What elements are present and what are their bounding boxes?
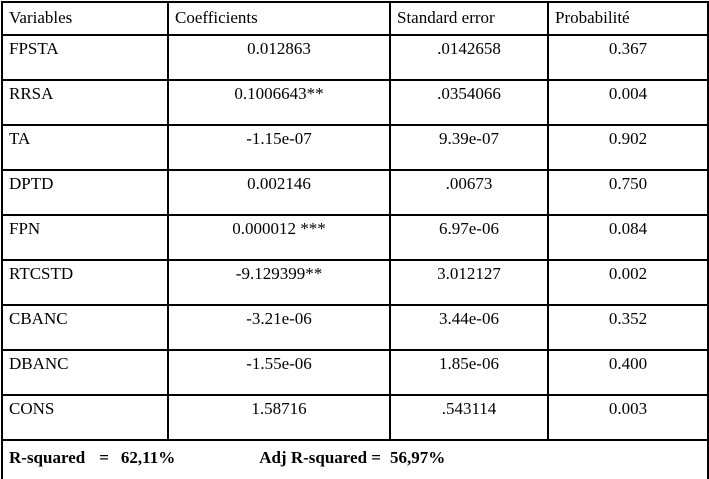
std-error-cell: 9.39e-07 [389,124,549,171]
variable-cell: FPSTA [1,34,169,81]
column-header-probability: Probabilité [547,1,709,36]
std-error-cell: 3.44e-06 [389,304,549,351]
variable-cell: RRSA [1,79,169,126]
probability-cell: 0.352 [547,304,709,351]
table-header-row: Variables Coefficients Standard error Pr… [1,1,709,36]
coefficient-cell: 0.002146 [167,169,391,216]
table-row: TA -1.15e-07 9.39e-07 0.902 [1,124,709,171]
std-error-cell: .0142658 [389,34,549,81]
variable-cell: FPN [1,214,169,261]
probability-cell: 0.003 [547,394,709,441]
probability-cell: 0.367 [547,34,709,81]
table-row: DBANC -1.55e-06 1.85e-06 0.400 [1,349,709,396]
table-row: CONS 1.58716 .543114 0.003 [1,394,709,441]
column-header-standard-error: Standard error [389,1,549,36]
variable-cell: DPTD [1,169,169,216]
probability-cell: 0.750 [547,169,709,216]
variable-cell: CBANC [1,304,169,351]
probability-cell: 0.084 [547,214,709,261]
std-error-cell: .0354066 [389,79,549,126]
variable-cell: TA [1,124,169,171]
std-error-cell: .00673 [389,169,549,216]
std-error-cell: 6.97e-06 [389,214,549,261]
coefficient-cell: 0.000012 *** [167,214,391,261]
probability-cell: 0.002 [547,259,709,306]
coefficient-cell: 0.1006643** [167,79,391,126]
coefficient-cell: 1.58716 [167,394,391,441]
coefficient-cell: -3.21e-06 [167,304,391,351]
adj-r-squared-value: 56,97% [389,448,446,467]
table-row: DPTD 0.002146 .00673 0.750 [1,169,709,216]
column-header-variables: Variables [1,1,169,36]
variable-cell: RTCSTD [1,259,169,306]
table-row: CBANC -3.21e-06 3.44e-06 0.352 [1,304,709,351]
probability-cell: 0.004 [547,79,709,126]
variable-cell: CONS [1,394,169,441]
summary-cell: R-squared = 62,11% Adj R-squared = 56,97% [1,439,709,479]
std-error-cell: .543114 [389,394,549,441]
coefficient-cell: 0.012863 [167,34,391,81]
r-squared-value: 62,11% [120,448,176,467]
probability-cell: 0.400 [547,349,709,396]
r-squared-equals: = [99,448,109,467]
coefficient-cell: -1.15e-07 [167,124,391,171]
table-row: FPN 0.000012 *** 6.97e-06 0.084 [1,214,709,261]
table-row: RRSA 0.1006643** .0354066 0.004 [1,79,709,126]
variable-cell: DBANC [1,349,169,396]
coefficient-cell: -1.55e-06 [167,349,391,396]
coefficient-cell: -9.129399** [167,259,391,306]
std-error-cell: 1.85e-06 [389,349,549,396]
probability-cell: 0.902 [547,124,709,171]
adj-r-squared-label: Adj R-squared = [259,448,381,467]
table-row: RTCSTD -9.129399** 3.012127 0.002 [1,259,709,306]
column-header-coefficients: Coefficients [167,1,391,36]
summary-row: R-squared = 62,11% Adj R-squared = 56,97% [1,439,709,479]
r-squared-label: R-squared [9,448,86,467]
table-row: FPSTA 0.012863 .0142658 0.367 [1,34,709,81]
std-error-cell: 3.012127 [389,259,549,306]
